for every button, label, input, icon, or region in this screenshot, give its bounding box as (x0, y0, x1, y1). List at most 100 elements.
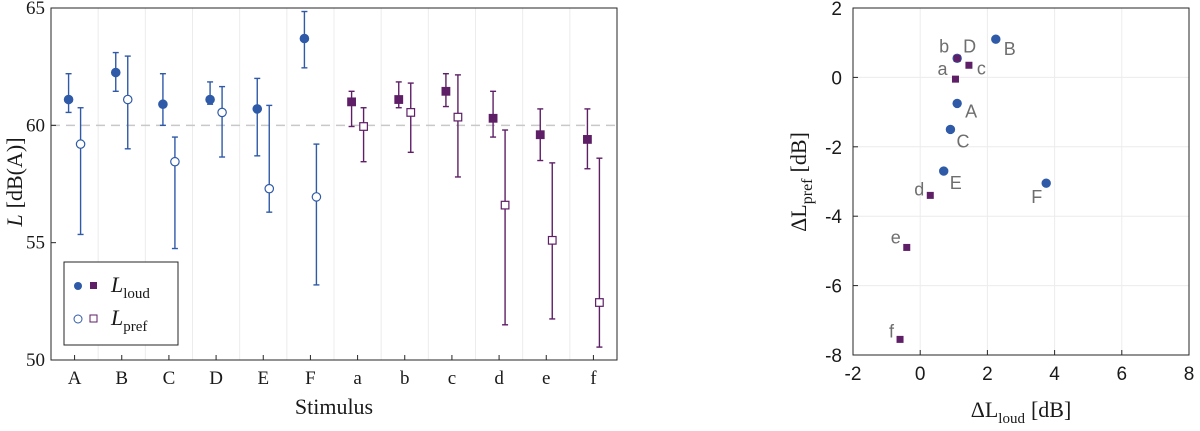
point-label-d: d (914, 179, 924, 199)
marker-L_pref-a (359, 122, 368, 131)
marker-L_pref-E (264, 183, 275, 194)
x-tick-label-D: D (209, 368, 223, 389)
point-label-a: a (937, 59, 948, 79)
point-label-C: C (956, 131, 969, 151)
point-E (939, 166, 949, 176)
x-tick-label-f: f (590, 368, 597, 389)
point-C (945, 124, 956, 135)
marker-L_loud-E (252, 104, 263, 114)
left-grid (97, 8, 571, 360)
marker-L_loud-B (110, 67, 121, 78)
point-label-D: D (963, 36, 976, 56)
right-panel: A B C D E Fab c d e f -2 0 2 4 6 8 -8 -6 -4 -2 0 2 ΔLloud [d… (786, 0, 1194, 427)
marker-L_pref-d (500, 200, 510, 210)
marker-L_pref-D (217, 107, 227, 118)
legend-entry-loud: Lloud (110, 272, 150, 302)
marker-L_pref-f (595, 298, 604, 307)
point-a (951, 75, 959, 83)
x-tick-label-b: b (400, 368, 410, 389)
x-tick-label: 8 (1184, 364, 1195, 385)
x-tick-label-F: F (305, 368, 316, 389)
legend-marker-pref-square (89, 314, 98, 323)
y-tick-label: 0 (831, 68, 842, 89)
right-y-axis-label: ΔLpref[dB] (786, 132, 816, 232)
x-tick-label: 0 (915, 364, 926, 385)
point-label-b: b (939, 36, 949, 56)
point-label-B: B (1004, 39, 1016, 59)
marker-L_pref-c (453, 112, 463, 122)
y-tick-label: -2 (825, 138, 842, 159)
legend: Lloud Lpref (63, 261, 179, 346)
x-tick-label-B: B (115, 368, 128, 389)
marker-L_pref-F (311, 192, 322, 202)
marker-L_loud-c (441, 86, 451, 96)
x-tick-label-d: d (494, 368, 504, 389)
x-tick-label-A: A (68, 368, 82, 389)
x-tick-label: -2 (845, 364, 862, 385)
point-label-c: c (977, 58, 986, 78)
marker-L_loud-e (535, 130, 545, 140)
y-tick-label: 2 (831, 0, 842, 20)
left-y-axis-label: L [dB(A)] (2, 137, 27, 227)
point-A (952, 98, 962, 109)
left-y-axis-unit: [dB(A)] (2, 137, 27, 208)
marker-L_loud-D (205, 94, 215, 105)
svg-text:L[dB(A)]: L [dB(A)] (2, 137, 27, 227)
x-tick-label-a: a (353, 368, 362, 389)
x-tick-label: 4 (1049, 364, 1060, 385)
x-tick-label: 2 (982, 364, 993, 385)
legend-box (63, 261, 179, 346)
marker-L_loud-F (299, 33, 310, 44)
marker-L_loud-A (63, 94, 74, 105)
legend-marker-loud-circle (74, 282, 82, 290)
x-tick-label-E: E (257, 368, 269, 389)
marker-L_pref-B (122, 94, 133, 105)
left-y-axis-symbol: L (2, 214, 27, 227)
y-tick-label: 65 (26, 0, 45, 19)
y-tick-label: -8 (825, 346, 842, 367)
marker-L_pref-b (406, 108, 416, 117)
point-e (903, 243, 911, 251)
y-tick-label: 60 (26, 115, 45, 136)
point-B (991, 34, 1001, 44)
marker-L_pref-e (547, 235, 557, 245)
marker-L_loud-a (347, 97, 356, 107)
right-data: A B C D E Fab c d e f (889, 34, 1051, 343)
legend-entry-pref: Lpref (110, 305, 147, 335)
legend-marker-loud-square (90, 282, 97, 289)
marker-L_loud-f (583, 135, 592, 144)
point-label-e: e (891, 227, 901, 247)
marker-L_pref-A (75, 139, 86, 149)
point-f (896, 335, 904, 343)
marker-L_loud-d (488, 113, 498, 123)
point-F (1041, 178, 1051, 188)
left-plot-frame (50, 7, 618, 361)
right-plot-frame (852, 7, 1190, 356)
x-tick-label-C: C (163, 368, 176, 389)
y-tick-label: -6 (825, 277, 842, 298)
marker-L_pref-C (170, 156, 180, 167)
marker-L_loud-C (158, 99, 168, 110)
point-d (926, 191, 934, 199)
y-tick-label: 55 (26, 233, 45, 254)
point-label-A: A (965, 101, 977, 121)
left-y-ticks: 50 55 60 65 (26, 0, 56, 371)
right-x-ticks: -2 0 2 4 6 8 (845, 350, 1195, 385)
right-y-ticks: -8 -6 -4 -2 0 2 (825, 0, 858, 367)
x-tick-label-e: e (542, 368, 550, 389)
right-x-axis-label: ΔLloud [dB] (971, 397, 1072, 427)
legend-marker-pref-circle (73, 314, 83, 324)
x-tick-label-c: c (448, 368, 456, 389)
right-grid (852, 7, 1190, 356)
left-x-axis-label: Stimulus (295, 394, 373, 419)
point-c (965, 61, 973, 69)
svg-text:ΔLpref[dB]: ΔLpref[dB] (786, 132, 816, 232)
x-tick-label: 6 (1117, 364, 1128, 385)
marker-L_loud-b (394, 95, 404, 104)
point-label-f: f (889, 321, 895, 341)
y-tick-label: 50 (26, 350, 45, 371)
point-b (953, 54, 961, 62)
